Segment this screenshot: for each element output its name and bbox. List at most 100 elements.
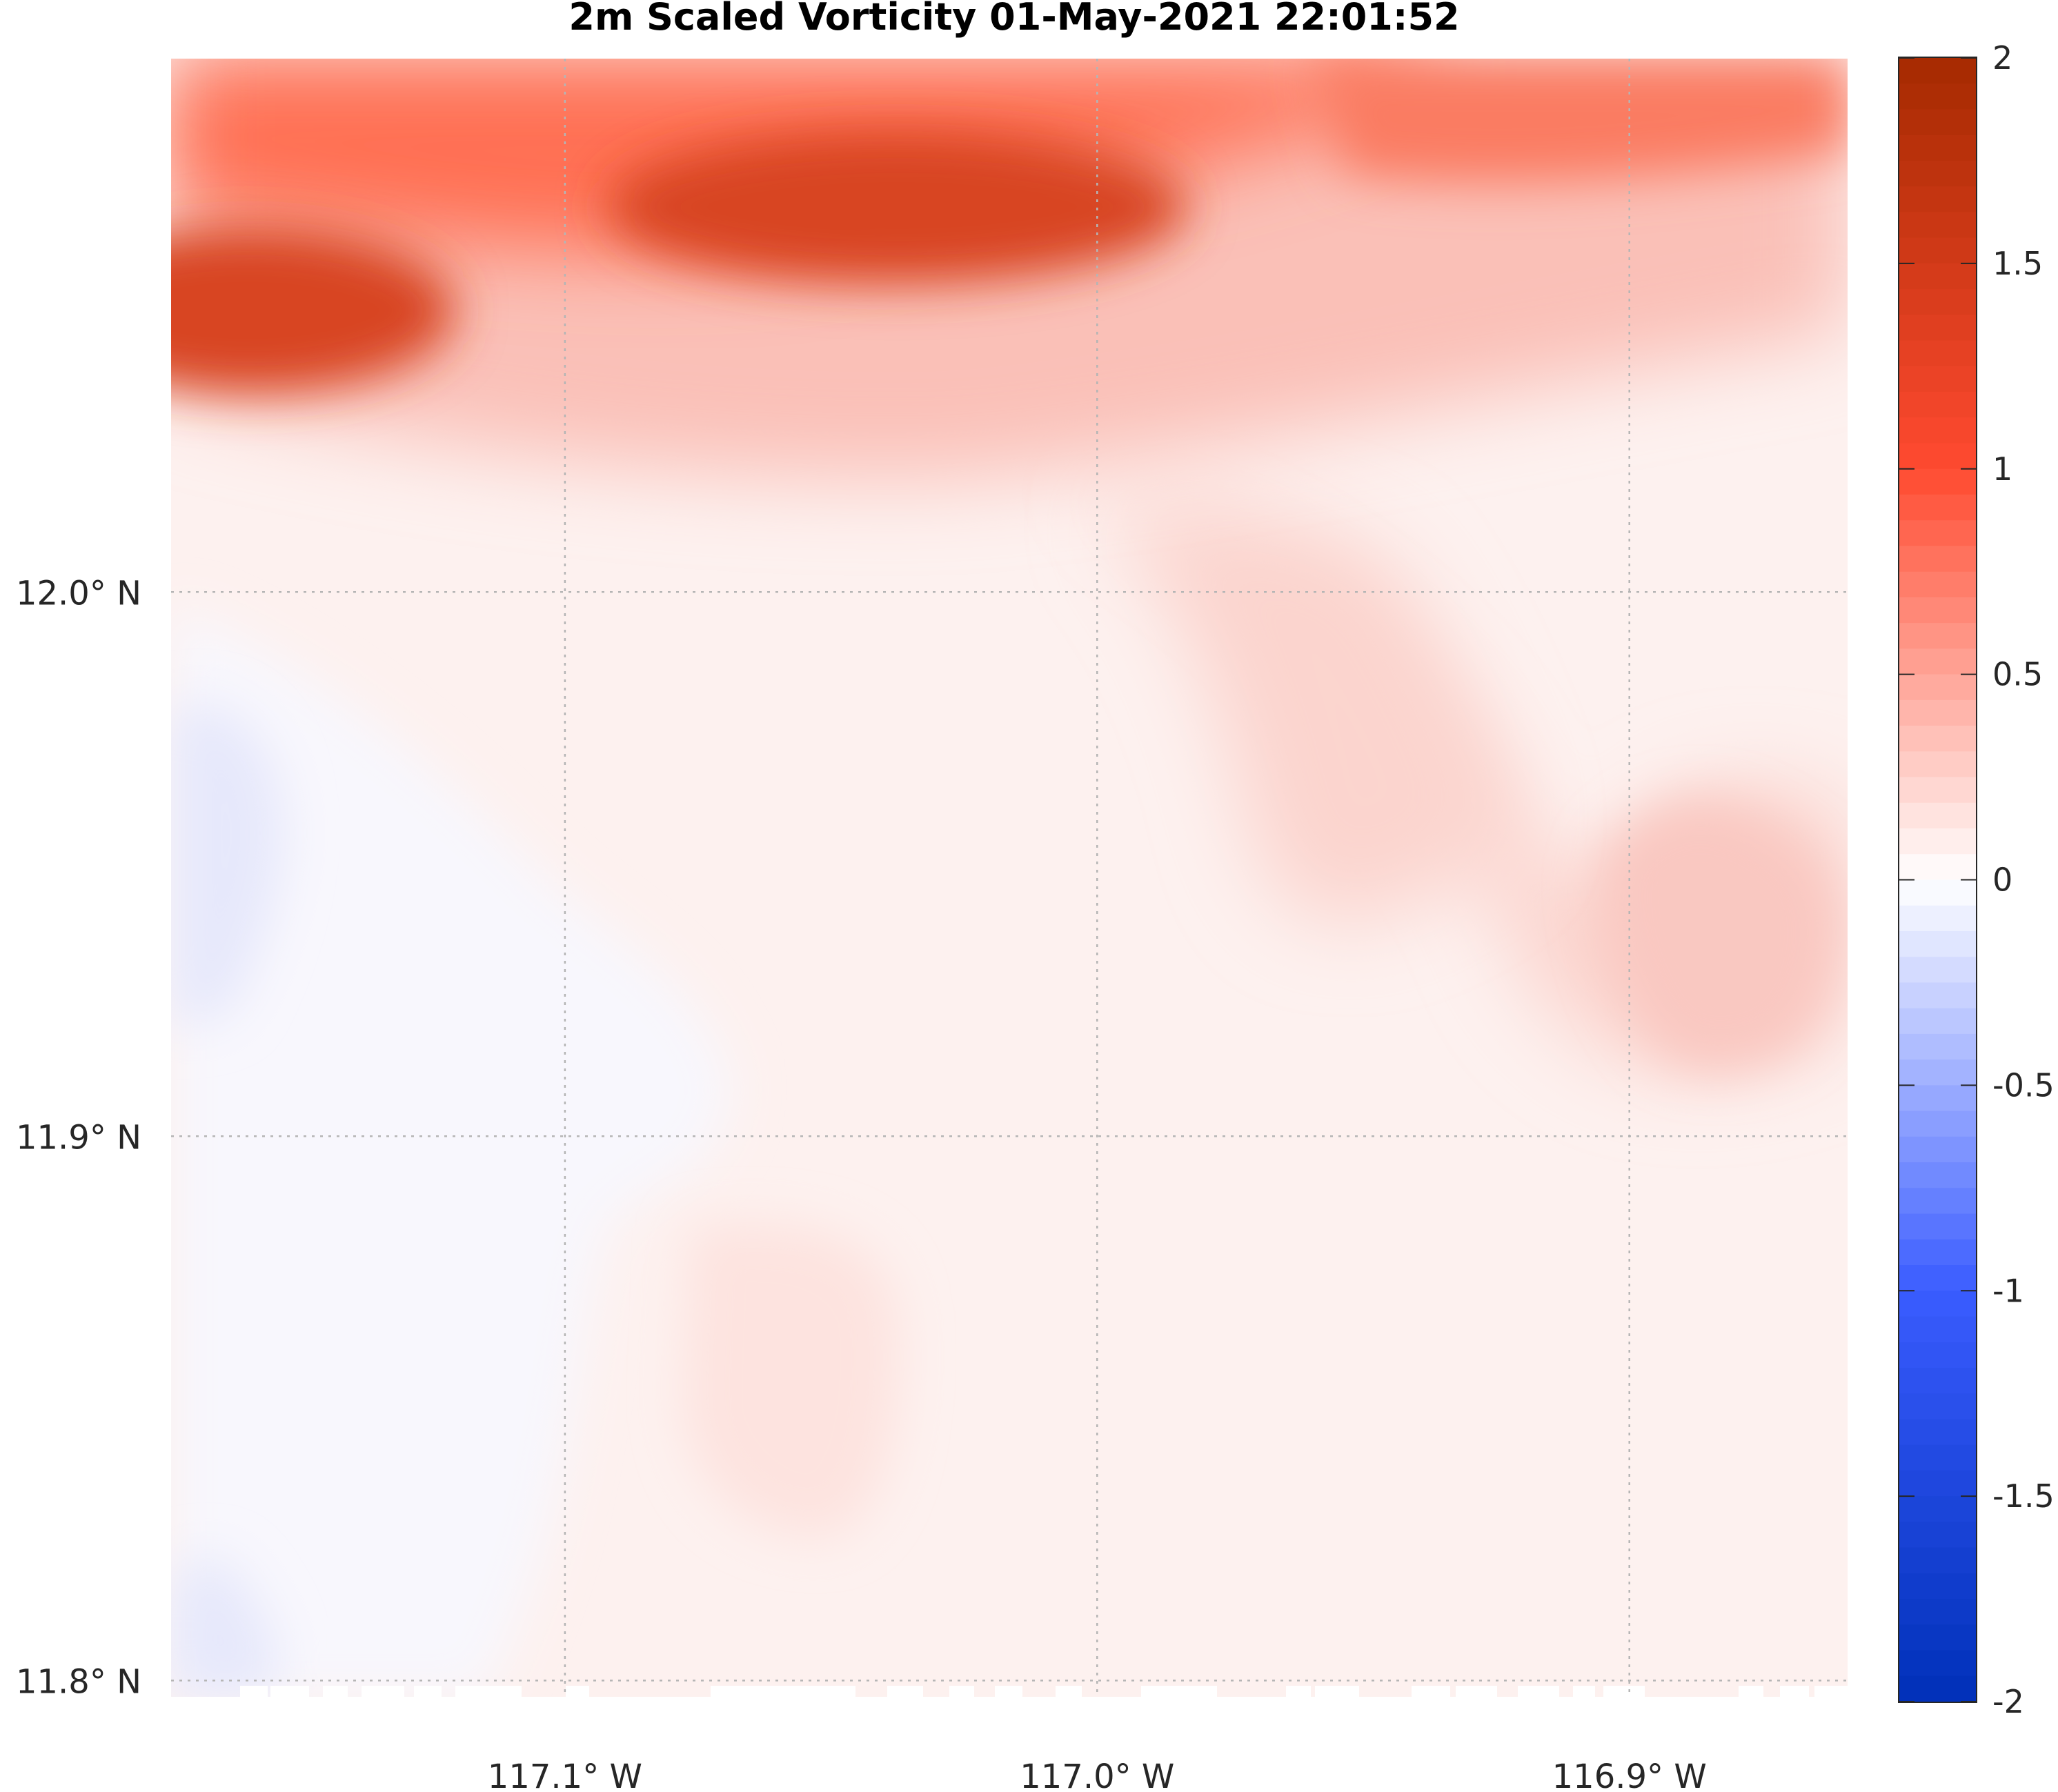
colorbar-band bbox=[1899, 109, 1976, 136]
x-tick-label-117-1: 117.1° W bbox=[488, 1758, 642, 1792]
nodata-notch-1 bbox=[270, 1686, 309, 1697]
y-tick-label-12-0: 12.0° N bbox=[16, 574, 141, 613]
x-axis: 117.1° W 117.0° W 116.9° W bbox=[488, 1758, 1707, 1792]
field-region-light-positive bbox=[683, 1223, 899, 1538]
colorbar-band bbox=[1899, 1342, 1976, 1368]
colorbar-band bbox=[1899, 289, 1976, 316]
nodata-notch-2 bbox=[323, 1686, 348, 1697]
colorbar-band bbox=[1899, 263, 1976, 290]
colorbar-tick-label: 1 bbox=[1992, 450, 2012, 488]
nodata-notch-8 bbox=[817, 1686, 842, 1697]
nodata-notch-15 bbox=[1315, 1686, 1359, 1697]
colorbar-band bbox=[1899, 1111, 1976, 1137]
gridlines bbox=[171, 59, 1848, 1697]
colorbar-band bbox=[1899, 58, 1976, 85]
nodata-notch-18 bbox=[1518, 1686, 1559, 1697]
nodata-notch-17 bbox=[1456, 1686, 1497, 1697]
colorbar-band bbox=[1899, 392, 1976, 419]
colorbar-band bbox=[1899, 1650, 1976, 1677]
colorbar-band bbox=[1899, 1393, 1976, 1420]
colorbar-band bbox=[1899, 1367, 1976, 1395]
colorbar-band bbox=[1899, 699, 1976, 727]
colorbar-band bbox=[1899, 1547, 1976, 1574]
colorbar-band bbox=[1899, 494, 1976, 521]
colorbar-band bbox=[1899, 1419, 1976, 1446]
colorbar-band bbox=[1899, 1213, 1976, 1240]
field-region-east-patch bbox=[1599, 799, 1841, 1071]
field-region-north-top bbox=[1311, 59, 1848, 183]
field-maximum-west bbox=[171, 228, 455, 393]
colorbar-band bbox=[1899, 1085, 1976, 1112]
colorbar-band bbox=[1899, 1136, 1976, 1164]
colorbar-band bbox=[1899, 135, 1976, 161]
colorbar-band bbox=[1899, 930, 1976, 958]
colorbar-band bbox=[1899, 1239, 1976, 1266]
colorbar-band bbox=[1899, 520, 1976, 547]
colorbar-band bbox=[1899, 1599, 1976, 1626]
colorbar: 2 1.5 1 0.5 0 -0.5 -1 -1.5 -2 bbox=[1898, 39, 2055, 1720]
y-tick-label-11-9: 11.9° N bbox=[16, 1118, 141, 1157]
nodata-notch-0 bbox=[240, 1686, 268, 1697]
colorbar-tick-label: 1.5 bbox=[1992, 245, 2043, 282]
field-region-negative-lower bbox=[171, 1556, 276, 1697]
colorbar-band bbox=[1899, 1162, 1976, 1189]
colorbar-band bbox=[1899, 443, 1976, 470]
colorbar-band bbox=[1899, 83, 1976, 110]
colorbar-band bbox=[1899, 982, 1976, 1009]
colorbar-band bbox=[1899, 802, 1976, 830]
nodata-notch-11 bbox=[995, 1686, 1022, 1697]
nodata-notch-13 bbox=[1141, 1686, 1217, 1697]
nodata-notch-20 bbox=[1603, 1686, 1645, 1697]
field-region-near-zero bbox=[171, 607, 731, 1697]
colorbar-ticks: 2 1.5 1 0.5 0 -0.5 -1 -1.5 -2 bbox=[1899, 39, 2055, 1720]
colorbar-band bbox=[1899, 160, 1976, 188]
colorbar-band bbox=[1899, 468, 1976, 495]
nodata-notch-23 bbox=[1814, 1686, 1848, 1697]
nodata-notch-5 bbox=[455, 1686, 522, 1697]
colorbar-band bbox=[1899, 212, 1976, 239]
colorbar-band bbox=[1899, 751, 1976, 778]
colorbar-band bbox=[1899, 1496, 1976, 1523]
colorbar-band bbox=[1899, 1316, 1976, 1343]
field-region-negative-upper bbox=[171, 704, 284, 1028]
colorbar-tick-label: -2 bbox=[1992, 1683, 2024, 1720]
colorbar-band bbox=[1899, 1573, 1976, 1600]
x-tick-label-116-9: 116.9° W bbox=[1552, 1758, 1707, 1792]
colorbar-band bbox=[1899, 1624, 1976, 1651]
nodata-notch-6 bbox=[566, 1686, 589, 1697]
colorbar-band bbox=[1899, 1059, 1976, 1086]
field-region-central-band bbox=[1104, 508, 1518, 923]
field-maximum-north bbox=[607, 131, 1187, 283]
colorbar-band bbox=[1899, 1033, 1976, 1061]
colorbar-band bbox=[1899, 726, 1976, 753]
colorbar-band bbox=[1899, 1522, 1976, 1549]
colorbar-tick-label: 0.5 bbox=[1992, 656, 2043, 693]
chart-title: 2m Scaled Vorticity 01-May-2021 22:01:52 bbox=[568, 0, 1459, 39]
x-tick-label-117-0: 117.0° W bbox=[1020, 1758, 1174, 1792]
nodata-notch-12 bbox=[1056, 1686, 1082, 1697]
colorbar-band bbox=[1899, 957, 1976, 984]
colorbar-band bbox=[1899, 366, 1976, 393]
colorbar-band bbox=[1899, 1008, 1976, 1035]
nodata-notch-3 bbox=[362, 1686, 404, 1697]
colorbar-band bbox=[1899, 597, 1976, 624]
colorbar-band bbox=[1899, 1470, 1976, 1497]
colorbar-band bbox=[1899, 340, 1976, 367]
nodata-notch-22 bbox=[1780, 1686, 1809, 1697]
colorbar-band bbox=[1899, 879, 1976, 906]
nodata-notch-19 bbox=[1573, 1686, 1595, 1697]
colorbar-band bbox=[1899, 237, 1976, 264]
colorbar-band bbox=[1899, 1265, 1976, 1292]
colorbar-band bbox=[1899, 905, 1976, 932]
colorbar-band bbox=[1899, 854, 1976, 881]
y-tick-label-11-8: 11.8° N bbox=[16, 1662, 141, 1701]
nodata-notch-14 bbox=[1286, 1686, 1311, 1697]
colorbar-band bbox=[1899, 1188, 1976, 1215]
colorbar-band bbox=[1899, 674, 1976, 701]
nodata-notch-9 bbox=[887, 1686, 923, 1697]
nodata-notch-10 bbox=[949, 1686, 974, 1697]
colorbar-band bbox=[1899, 546, 1976, 573]
colorbar-band bbox=[1899, 315, 1976, 341]
